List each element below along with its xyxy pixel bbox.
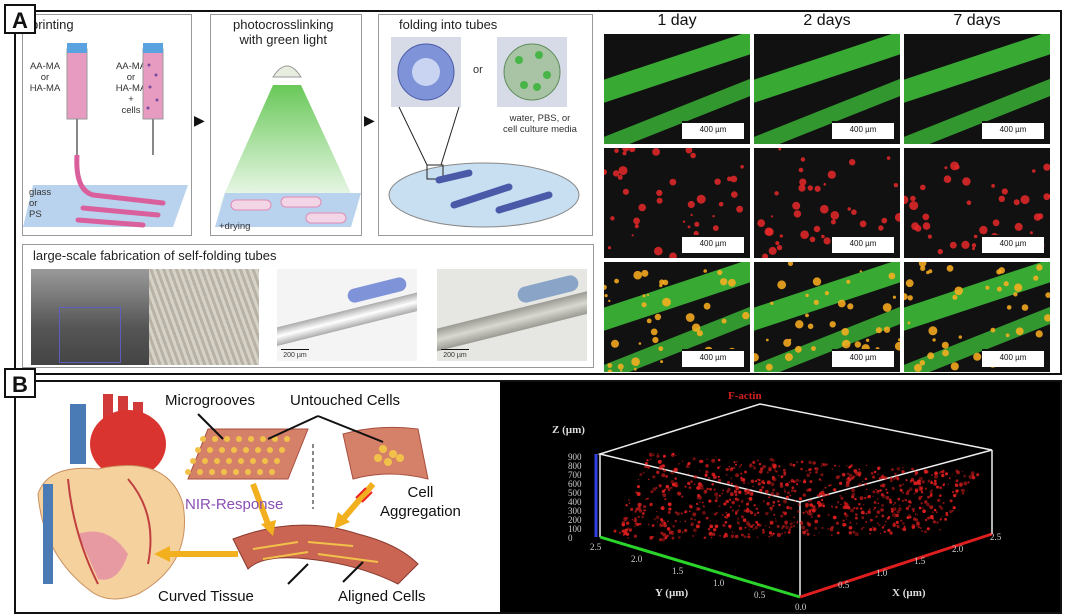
y-axis-label: Y (µm)	[655, 587, 689, 599]
right-vial-label: AA-MA or HA-MA + cells	[115, 61, 147, 116]
aligned-cells-label: Aligned Cells	[338, 588, 426, 605]
fibers-photo	[149, 269, 259, 365]
tube-photo-left	[277, 269, 417, 361]
folding-title: folding into tubes	[399, 17, 498, 32]
x-axis-label: X (µm)	[892, 587, 926, 599]
scale-right: 200 µm	[441, 349, 469, 361]
printing-title: printing	[31, 17, 74, 32]
z-tick: 200	[568, 515, 582, 525]
y-tick: 1.0	[713, 578, 725, 588]
micrograph-red-day2: 400 µm	[754, 148, 900, 258]
y-tick: 2.5	[590, 542, 602, 552]
y-tick: 1.5	[672, 566, 684, 576]
z-tick: 500	[568, 488, 582, 498]
confocal-3d-plot: F-actin Z (µm) Y (µm) X (µm) 900 800 700 60…	[500, 382, 1060, 612]
scale-bar: 400 µm	[982, 235, 1044, 253]
large-scale-subpanel: large-scale fabrication of self-folding …	[22, 244, 594, 368]
day-label-3: 7 days	[953, 12, 1001, 29]
z-tick: 400	[568, 497, 582, 507]
substrate-label: glass or PS	[29, 187, 52, 220]
jar-photo	[31, 269, 149, 365]
z-axis-label: Z (µm)	[552, 424, 585, 436]
micrograph-merge-day3: 400 µm	[904, 262, 1050, 372]
day-label-1: 1 day	[657, 12, 697, 29]
folding-subpanel: folding into tubes or water, PBS, or cel…	[378, 14, 593, 236]
z-tick: 300	[568, 506, 582, 516]
large-scale-title: large-scale fabrication of self-folding …	[33, 248, 277, 263]
panel-b-letter: B	[4, 368, 36, 398]
panel-a-letter: A	[4, 4, 36, 34]
heart-illustration	[37, 394, 429, 600]
scale-bar: 400 µm	[832, 349, 894, 367]
micrograph-green-day2: 400 µm	[754, 34, 900, 144]
or-label: or	[473, 64, 483, 76]
micrograph-red-day1: 400 µm	[604, 148, 750, 258]
scale-bar: 400 µm	[832, 235, 894, 253]
x-tick: 1.0	[876, 568, 888, 578]
scale-bar: 400 µm	[682, 235, 744, 253]
arrow-2: ▶	[364, 112, 375, 128]
z-tick: 0	[568, 533, 573, 543]
media-label: water, PBS, or cell culture media	[503, 113, 577, 135]
scale-bar: 400 µm	[982, 121, 1044, 139]
scale-bar: 400 µm	[982, 349, 1044, 367]
micrograph-green-day3: 400 µm	[904, 34, 1050, 144]
scale-bar: 400 µm	[832, 121, 894, 139]
x-tick: 0.5	[838, 580, 850, 590]
y-tick: 0.5	[754, 590, 766, 600]
photocrosslinking-subpanel: photocrosslinking with green light +dryi…	[210, 14, 362, 236]
drying-label: +drying	[219, 221, 251, 232]
z-tick: 900	[568, 452, 582, 462]
photocrosslinking-title: photocrosslinking with green light	[233, 17, 334, 47]
y-tick: 2.0	[631, 554, 643, 564]
z-tick: 600	[568, 479, 582, 489]
day-label-2: 2 days	[803, 12, 851, 29]
scale-bar: 400 µm	[682, 121, 744, 139]
light-illustration	[215, 65, 361, 227]
micrograph-green-day1: 400 µm	[604, 34, 750, 144]
x-tick: 2.5	[990, 532, 1002, 542]
y-tick: 0.0	[795, 602, 807, 612]
arrow-1: ▶	[194, 112, 205, 128]
untouched-cells-label: Untouched Cells	[290, 392, 401, 409]
cell-aggregation-label: Cell Aggregation	[380, 484, 461, 520]
scale-bar: 400 µm	[682, 349, 744, 367]
micrograph-red-day3: 400 µm	[904, 148, 1050, 258]
microgrooves-label: Microgrooves	[165, 392, 256, 409]
nir-response-label: NIR-Response	[185, 496, 284, 513]
scale-left: 200 µm	[281, 349, 309, 361]
tube-photo-right	[437, 269, 587, 361]
plot-box	[594, 403, 993, 599]
micrograph-merge-day1: 400 µm	[604, 262, 750, 372]
folding-illustration	[388, 37, 580, 228]
z-tick: 100	[568, 524, 582, 534]
left-vial-label: AA-MA or HA-MA	[29, 61, 61, 94]
x-tick: 1.5	[914, 556, 926, 566]
printing-illustration	[23, 43, 188, 228]
printing-subpanel: printing AA-MA or HA-MA AA-MA or HA-MA +…	[22, 14, 192, 236]
micrograph-merge-day2: 400 µm	[754, 262, 900, 372]
z-tick: 800	[568, 461, 582, 471]
f-actin-label: F-actin	[728, 390, 762, 402]
z-tick: 700	[568, 470, 582, 480]
curved-tissue-label: Curved Tissue	[158, 588, 254, 605]
x-tick: 2.0	[952, 544, 964, 554]
